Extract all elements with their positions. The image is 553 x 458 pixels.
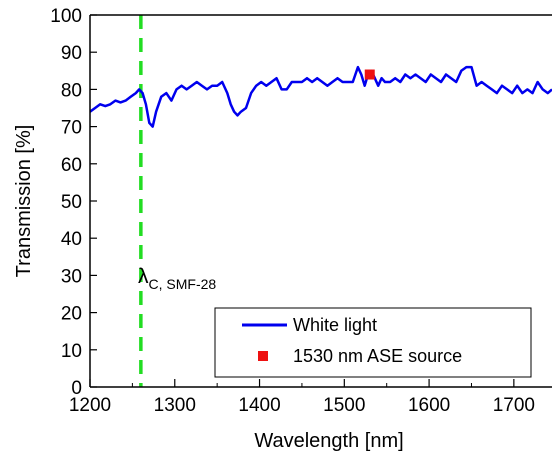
y-axis-label: Transmission [%] [13,125,35,278]
y-tick-label: 100 [50,6,82,27]
legend-entry-ase-source: 1530 nm ASE source [293,346,462,366]
y-tick-label: 90 [61,43,82,64]
x-tick-label: 1200 [69,395,111,416]
legend: White light 1530 nm ASE source [214,307,532,378]
y-tick-label: 10 [61,341,82,362]
x-tick-label: 1400 [238,395,280,416]
legend-square-swatch [258,351,268,361]
series-line-white-light [90,65,552,128]
data-point-ase-source [364,69,375,80]
legend-box [214,307,532,378]
lambda-c-subscript: C, SMF-28 [149,276,217,292]
lambda-c-symbol: λ [138,265,149,288]
y-tick-label: 50 [61,192,82,213]
y-tick-label: 80 [61,80,82,101]
y-tick-label: 60 [61,155,82,176]
legend-entry-white-light: White light [293,315,377,335]
y-tick-label: 0 [71,378,82,399]
y-tick-label: 20 [61,304,82,325]
y-tick-label: 40 [61,229,82,250]
lambda-c-annotation: λC, SMF-28 [138,265,216,292]
y-tick-label: 70 [61,118,82,139]
x-tick-label: 1500 [323,395,365,416]
x-tick-label: 1600 [408,395,450,416]
y-tick-label: 30 [61,266,82,287]
x-tick-label: 1700 [493,395,535,416]
x-tick-label: 1300 [154,395,196,416]
x-axis-label: Wavelength [nm] [254,430,403,452]
